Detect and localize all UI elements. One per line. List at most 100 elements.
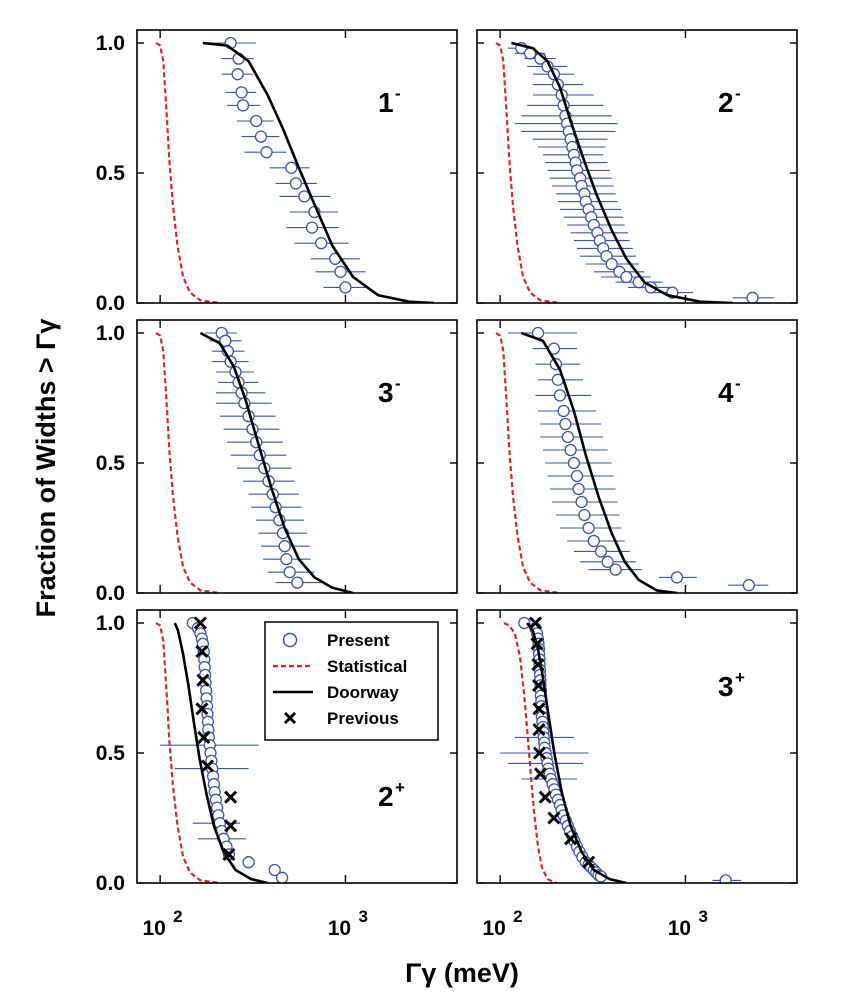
present-point bbox=[315, 237, 328, 250]
plot-area bbox=[495, 326, 769, 593]
x-tick-label-exponent: 2 bbox=[513, 907, 522, 926]
present-point bbox=[561, 430, 575, 444]
present-point bbox=[601, 555, 614, 568]
previous-point bbox=[224, 819, 238, 833]
present-point bbox=[254, 130, 268, 143]
panel-label-sup: - bbox=[735, 84, 741, 103]
previous-point bbox=[528, 616, 542, 630]
doorway-curve bbox=[520, 331, 678, 593]
panel-1minus: 0.0 0.5 1.0 1- bbox=[96, 29, 458, 315]
previous-point bbox=[195, 702, 209, 716]
y-tick-label: 1.0 bbox=[96, 612, 125, 635]
present-point bbox=[594, 545, 608, 558]
present-point bbox=[518, 616, 531, 630]
present-point bbox=[572, 482, 585, 496]
y-axis-title: Fraction of Widths > Γγ bbox=[31, 319, 61, 618]
present-point bbox=[620, 270, 633, 284]
panel-frame bbox=[476, 29, 798, 304]
legend-doorway-label: Doorway bbox=[327, 683, 399, 702]
present-point bbox=[557, 404, 570, 418]
x-tick-label: 10 bbox=[142, 917, 165, 940]
previous-point bbox=[200, 759, 215, 773]
legend-statistical-label: Statistical bbox=[327, 657, 407, 676]
panels-layer: 0.00.51.01-2 -0.00.51.03-4 -0.00.51.02 +3 +1… bbox=[96, 29, 798, 940]
present-point bbox=[742, 579, 756, 592]
legend-present-marker bbox=[282, 632, 298, 648]
previous-point bbox=[530, 637, 544, 651]
x-tick-label-exponent: 3 bbox=[358, 907, 367, 926]
present-point bbox=[570, 469, 584, 483]
present-point bbox=[268, 863, 281, 877]
present-point bbox=[567, 456, 581, 470]
y-tick-label: 1.0 bbox=[96, 322, 125, 345]
panel-frame bbox=[476, 319, 798, 594]
previous-point bbox=[531, 678, 546, 692]
present-point bbox=[609, 563, 622, 576]
present-point bbox=[236, 99, 250, 112]
legend: Present Statistical Doorway Previous bbox=[264, 621, 439, 741]
previous-point bbox=[532, 702, 546, 716]
plot-area bbox=[155, 326, 354, 593]
statistical-curve bbox=[155, 42, 221, 303]
previous-point bbox=[532, 746, 547, 760]
present-point bbox=[280, 553, 293, 566]
doorway-curve bbox=[199, 331, 354, 593]
y-tick-label: 0.0 bbox=[96, 292, 125, 315]
present-point bbox=[231, 68, 244, 81]
statistical-curve bbox=[155, 332, 221, 593]
panel-frame bbox=[136, 609, 458, 884]
panel-label: 3 bbox=[718, 671, 734, 702]
doorway-curve bbox=[511, 41, 733, 303]
present-point bbox=[242, 856, 255, 869]
statistical-curve bbox=[495, 42, 561, 303]
previous-point bbox=[581, 855, 596, 869]
panel-3minus: 0.0 0.5 1.0 3- bbox=[96, 319, 458, 605]
previous-point bbox=[195, 645, 209, 659]
previous-point bbox=[538, 790, 552, 804]
y-tick-label: 0.5 bbox=[96, 162, 126, 185]
present-point bbox=[291, 576, 304, 589]
previous-point bbox=[547, 811, 561, 825]
plot-area bbox=[500, 616, 742, 883]
present-point bbox=[283, 566, 296, 579]
present-point bbox=[305, 221, 319, 234]
x-axis-title: Γγ (meV) bbox=[405, 958, 519, 988]
present-point bbox=[235, 86, 248, 99]
previous-point bbox=[224, 790, 238, 804]
x-tick-label-exponent: 2 bbox=[173, 907, 182, 926]
present-point bbox=[746, 291, 759, 303]
panel-label: 2 bbox=[378, 781, 394, 812]
panel-frame bbox=[476, 609, 798, 884]
present-point bbox=[575, 495, 588, 509]
plot-area bbox=[495, 41, 774, 303]
doorway-curve bbox=[173, 622, 268, 883]
previous-point bbox=[197, 730, 211, 744]
present-point bbox=[285, 161, 298, 174]
plot-area bbox=[155, 36, 434, 303]
panel-label-sup: - bbox=[395, 374, 401, 393]
present-point bbox=[587, 534, 600, 548]
present-point bbox=[605, 257, 618, 271]
present-point bbox=[719, 874, 732, 883]
panel-label: 4 bbox=[718, 377, 734, 408]
previous-point bbox=[193, 616, 208, 630]
panel-label-sup: - bbox=[735, 374, 741, 393]
present-point bbox=[553, 389, 567, 402]
x-tick-label: 10 bbox=[482, 917, 505, 940]
present-point bbox=[564, 443, 577, 457]
previous-point bbox=[196, 673, 210, 687]
panel-label: 2 bbox=[718, 87, 734, 118]
present-point bbox=[278, 540, 291, 553]
present-point bbox=[289, 177, 303, 190]
legend-previous-label: Previous bbox=[327, 709, 399, 728]
present-point bbox=[334, 265, 347, 278]
statistical-curve bbox=[495, 332, 561, 593]
panel-3plus: 3 + bbox=[476, 609, 798, 884]
previous-point bbox=[533, 767, 548, 781]
panel-label-sup: - bbox=[395, 84, 401, 103]
panel-frame bbox=[136, 319, 458, 594]
previous-point bbox=[531, 658, 545, 672]
panel-label-sup: + bbox=[395, 778, 405, 797]
y-tick-label: 1.0 bbox=[96, 32, 125, 55]
